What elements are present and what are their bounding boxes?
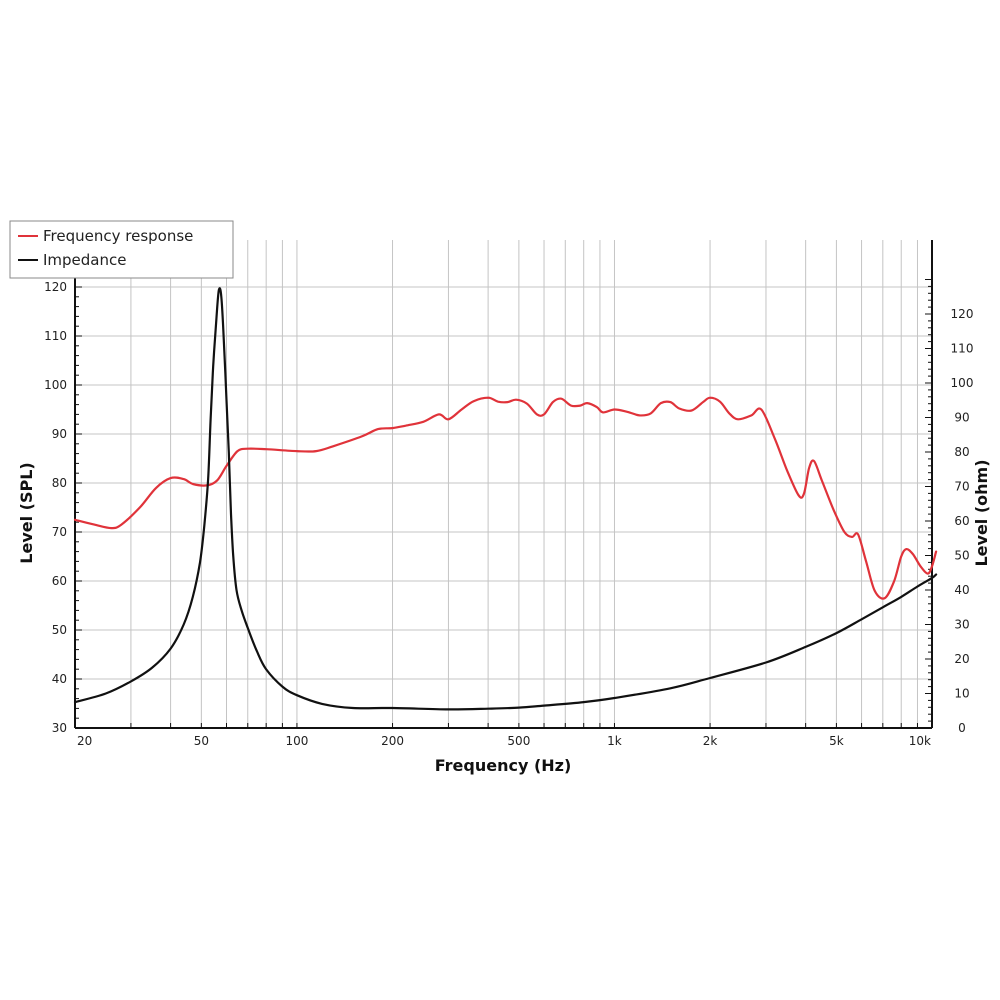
left-y-tick-label: 30 [52, 721, 67, 735]
left-y-tick-label: 120 [44, 280, 67, 294]
right-y-tick-label: 80 [954, 445, 969, 459]
left-y-tick-label: 40 [52, 672, 67, 686]
right-y-tick-label: 10 [954, 687, 969, 701]
right-y-tick-label: 120 [951, 307, 974, 321]
right-y-tick-label: 0 [958, 721, 966, 735]
legend-label-impedance: Impedance [43, 251, 126, 269]
right-y-axis-title: Level (ohm) [972, 459, 991, 566]
legend: Frequency response Impedance [9, 220, 234, 279]
left-y-tick-label: 100 [44, 378, 67, 392]
right-y-tick-label: 90 [954, 411, 969, 425]
axes [74, 240, 933, 729]
x-tick-label: 20 [77, 734, 92, 748]
grid-lines [75, 240, 932, 728]
left-y-tick-label: 80 [52, 476, 67, 490]
x-tick-label: 200 [381, 734, 404, 748]
right-y-tick-label: 60 [954, 514, 969, 528]
left-y-axis-title: Level (SPL) [17, 462, 36, 563]
right-y-tick-label: 70 [954, 480, 969, 494]
x-tick-label: 10k [909, 734, 931, 748]
left-y-tick-label: 90 [52, 427, 67, 441]
right-y-tick-label: 50 [954, 549, 969, 563]
x-tick-labels: 20 50 100 200 500 1k 2k 5k 10k [77, 734, 931, 748]
right-y-tick-label: 30 [954, 618, 969, 632]
right-y-tick-label: 20 [954, 652, 969, 666]
left-y-tick-label: 110 [44, 329, 67, 343]
x-tick-label: 2k [703, 734, 718, 748]
left-y-tick-labels: 30 40 50 60 70 80 90 100 110 120 [44, 280, 67, 735]
right-y-tick-label: 100 [951, 376, 974, 390]
series-line-impedance [73, 287, 938, 711]
left-y-tick-label: 70 [52, 525, 67, 539]
x-tick-label: 5k [829, 734, 844, 748]
x-axis-title: Frequency (Hz) [435, 756, 572, 775]
right-y-tick-label: 40 [954, 583, 969, 597]
left-y-tick-label: 60 [52, 574, 67, 588]
right-y-tick-labels: 0 10 20 30 40 50 60 70 80 90 100 110 120 [951, 307, 974, 735]
right-y-tick-label: 110 [951, 342, 974, 356]
series-line-frequency-response [73, 396, 938, 600]
x-tick-label: 50 [194, 734, 209, 748]
left-y-tick-label: 50 [52, 623, 67, 637]
x-tick-label: 500 [507, 734, 530, 748]
legend-label-frequency-response: Frequency response [43, 227, 193, 245]
x-tick-label: 100 [285, 734, 308, 748]
series-lines [73, 287, 938, 711]
x-tick-label: 1k [607, 734, 622, 748]
